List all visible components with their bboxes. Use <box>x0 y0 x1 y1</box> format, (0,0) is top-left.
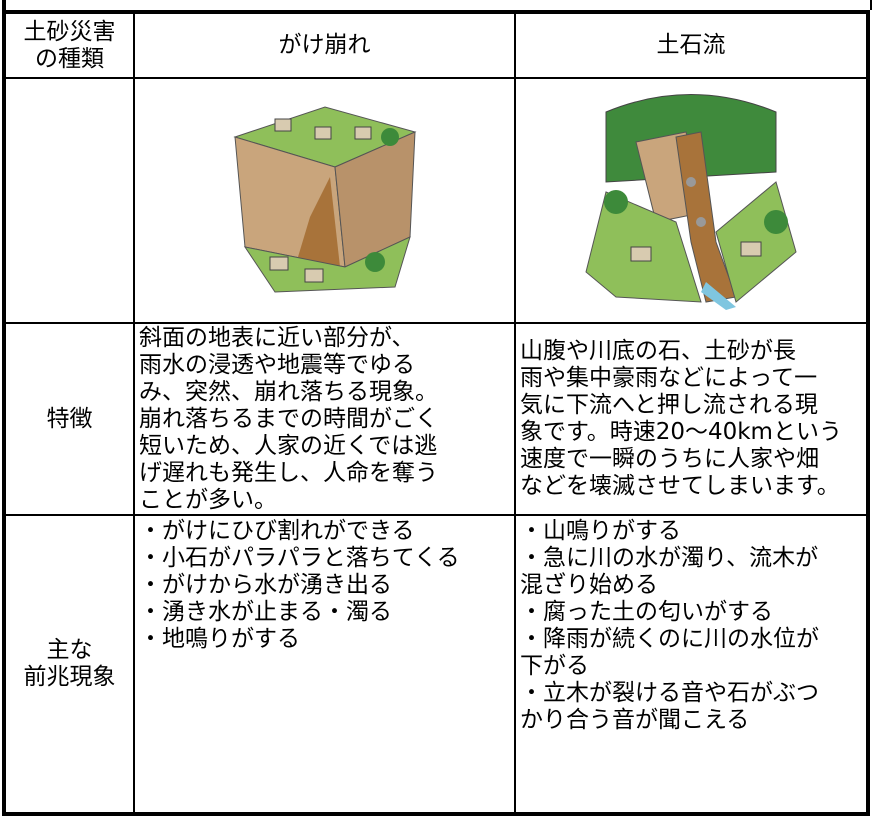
text-cell: ・山鳴りがする ・急に川の水が濁り、流木が 混ざり始める ・腐った土の匂いがする ・降雨… <box>514 514 869 815</box>
text-line: 崩れ落ちるまでの時間がごく <box>139 405 438 432</box>
text-line: ・腐った土の匂いがする <box>520 599 773 625</box>
text-line: 速度で一瞬のうちに人家や畑 <box>520 446 819 472</box>
header-row: 土砂災害 の種類 がけ崩れ 土石流 <box>3 11 869 79</box>
text-line: 下がる <box>520 653 589 679</box>
cliff-collapse-illustration <box>232 106 416 293</box>
text-line: 土砂災害 <box>23 18 116 45</box>
row-label: 特徴 <box>3 322 135 516</box>
image-cell <box>514 77 869 324</box>
text-line: の種類 <box>35 45 104 72</box>
text-line: ・湧き水が止まる・濁る <box>139 599 392 625</box>
text-cell: 斜面の地表に近い部分が、 雨水の浸透や地震等でゆる み、突然、崩れ落ちる現象。 崩れ落… <box>133 322 516 516</box>
header-cell: 土石流 <box>514 11 869 79</box>
empty-cell <box>3 77 135 324</box>
text-line: ことが多い。 <box>139 486 277 513</box>
text-line: 混ざり始める <box>520 572 658 598</box>
header-cell: 土砂災害 の種類 <box>3 11 135 79</box>
text-line: ・立木が裂ける音や石がぶつ <box>520 680 819 706</box>
signs-row: 主な 前兆現象 ・がけにひび割れができる ・小石がパラパラと落ちてくる ・がけから水が… <box>3 514 869 815</box>
debris-flow-illustration <box>585 94 797 310</box>
image-row <box>3 77 869 324</box>
text-line: 前兆現象 <box>23 664 116 690</box>
text-line: ・がけにひび割れができる <box>139 518 415 544</box>
features-row: 特徴 斜面の地表に近い部分が、 雨水の浸透や地震等でゆる み、突然、崩れ落ちる現象。… <box>3 322 869 516</box>
text-line: ・山鳴りがする <box>520 518 681 544</box>
text-line: 山腹や川底の石、土砂が長 <box>520 338 796 364</box>
text-line: かり合う音が聞こえる <box>520 707 750 733</box>
cropped-header-strip <box>2 0 872 10</box>
image-cell <box>133 77 516 324</box>
text-cell: ・がけにひび割れができる ・小石がパラパラと落ちてくる ・がけから水が湧き出る ・湧き… <box>133 514 516 815</box>
header-cell: がけ崩れ <box>133 11 516 79</box>
text-line: 雨水の浸透や地震等でゆる <box>139 351 415 378</box>
text-line: などを壊滅させてしまいます。 <box>520 473 840 499</box>
disaster-table: 土砂災害 の種類 がけ崩れ 土石流 特徴 斜面の地表に近い部分が、 雨水の浸透や地震… <box>2 10 870 816</box>
text-line: ・がけから水が湧き出る <box>139 572 392 598</box>
text-line: ・小石がパラパラと落ちてくる <box>139 545 460 571</box>
text-line: 短いため、人家の近くでは逃 <box>139 432 438 459</box>
text-line: 主な <box>46 637 93 663</box>
text-line: ・降雨が続くのに川の水位が <box>520 626 819 652</box>
text-line: 象です。時速20～40kmという <box>520 419 842 445</box>
row-label: 主な 前兆現象 <box>3 514 135 815</box>
text-line: ・地鳴りがする <box>139 626 300 652</box>
text-line: 気に下流へと押し流される現 <box>520 392 818 418</box>
text-line: 雨や集中豪雨などによって一 <box>520 365 818 391</box>
text-line: 斜面の地表に近い部分が、 <box>139 324 415 351</box>
text-cell: 山腹や川底の石、土砂が長 雨や集中豪雨などによって一 気に下流へと押し流される現 象で… <box>514 322 869 516</box>
text-line: ・急に川の水が濁り、流木が <box>520 545 819 571</box>
text-line: み、突然、崩れ落ちる現象。 <box>139 378 438 405</box>
text-line: げ遅れも発生し、人命を奪う <box>139 459 438 486</box>
